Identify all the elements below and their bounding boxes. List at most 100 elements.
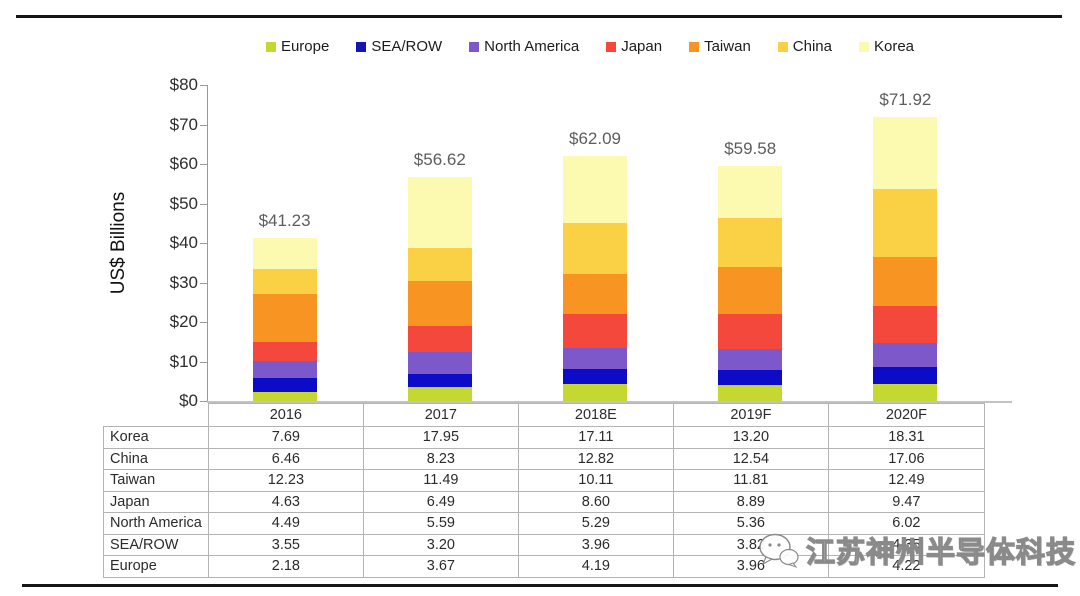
legend-label: North America xyxy=(484,38,580,55)
bar-segment-japan-2016 xyxy=(252,342,317,361)
bar-segment-china-2018e xyxy=(563,223,627,275)
x-axis-baseline xyxy=(207,401,1012,403)
bar-segment-korea-2016 xyxy=(252,238,317,269)
y-tick-mark xyxy=(200,85,207,86)
table-row-label: North America xyxy=(103,512,209,535)
legend-label: Japan xyxy=(621,38,663,55)
bar-total-label-2017: $56.62 xyxy=(413,150,466,170)
data-table: 2016 2017 2018E 2019F 2020F Korea 7.69 17.95 17.… xyxy=(103,403,985,578)
table-cell: 8.89 xyxy=(672,490,829,513)
bar-total-label-2018e: $62.09 xyxy=(569,128,621,148)
bar-segment-japan-2017 xyxy=(407,326,472,352)
table-row-taiwan: Taiwan 12.23 11.49 10.11 11.81 12.49 xyxy=(103,469,985,492)
bar-2019f xyxy=(718,165,783,401)
table-row-label: SEA/ROW xyxy=(103,533,209,556)
bottom-divider xyxy=(22,584,1058,587)
y-tick-label-40: $40 xyxy=(169,233,198,252)
bar-total-label-2020f: $71.92 xyxy=(879,89,932,109)
table-row-europe: Europe 2.18 3.67 4.19 3.96 4.22 xyxy=(103,555,985,578)
table-cell: 5.59 xyxy=(362,512,519,535)
y-tick-label-30: $30 xyxy=(169,272,198,292)
table-cell: 3.20 xyxy=(362,533,519,556)
bar-segment-sea-row-2017 xyxy=(407,373,472,387)
table-cell: 3.82 xyxy=(672,533,829,556)
bar-total-label-2016: $41.23 xyxy=(258,211,311,231)
bar-segment-sea-row-2020f xyxy=(873,367,938,385)
bar-segment-korea-2017 xyxy=(407,177,472,249)
legend-label: China xyxy=(792,38,832,55)
table-cell: 2.18 xyxy=(207,555,364,578)
table-row-label: Taiwan xyxy=(103,469,209,492)
table-cell: 3.67 xyxy=(362,555,519,578)
table-column-header-2018e: 2018E xyxy=(517,403,674,427)
legend-swatch-taiwan xyxy=(689,41,700,52)
table-cell: 4.19 xyxy=(517,555,674,578)
bar-segment-china-2016 xyxy=(252,268,317,295)
y-tick-label-0: $0 xyxy=(179,391,198,410)
y-tick-label-20: $20 xyxy=(169,312,198,331)
table-column-header-2017: 2017 xyxy=(362,403,519,427)
bar-segment-europe-2016 xyxy=(252,392,317,401)
table-cell: 4.49 xyxy=(207,512,364,535)
table-row-japan: Japan 4.63 6.49 8.60 8.89 9.47 xyxy=(103,490,985,513)
bar-segment-sea-row-2018e xyxy=(563,368,627,385)
bar-segment-north-america-2020f xyxy=(873,343,938,368)
bar-segment-japan-2019f xyxy=(718,313,783,350)
legend-swatch-sea-row xyxy=(356,41,367,52)
legend-label: Korea xyxy=(874,38,915,55)
bar-2016 xyxy=(252,238,317,401)
table-cell: 6.46 xyxy=(207,447,364,470)
legend-label: Europe xyxy=(280,38,330,55)
top-divider xyxy=(16,15,1062,18)
bar-segment-sea-row-2016 xyxy=(252,378,317,393)
legend-label: Taiwan xyxy=(704,38,751,55)
table-cell: 12.82 xyxy=(517,447,674,470)
table-cell: 13.20 xyxy=(672,426,829,449)
table-column-header-2020f: 2020F xyxy=(827,403,985,427)
bar-segment-north-america-2017 xyxy=(407,351,472,374)
y-tick-mark xyxy=(200,243,207,244)
y-tick-label-60: $60 xyxy=(169,154,198,173)
table-cell: 8.23 xyxy=(362,447,519,470)
bar-segment-europe-2019f xyxy=(718,385,783,401)
table-cell: 3.55 xyxy=(207,533,364,556)
table-cell: 12.54 xyxy=(672,447,829,470)
legend-swatch-korea xyxy=(859,41,869,52)
table-row-label: China xyxy=(103,447,209,470)
table-cell: 5.29 xyxy=(517,512,674,535)
y-tick-mark xyxy=(200,401,207,402)
table-row-label: Europe xyxy=(103,555,209,578)
bar-segment-europe-2017 xyxy=(407,386,472,401)
table-cell: 10.11 xyxy=(517,469,674,492)
table-cell: 17.11 xyxy=(517,426,674,449)
table-cell: 3.96 xyxy=(672,555,829,578)
table-row-china: China 6.46 8.23 12.82 12.54 17.06 xyxy=(103,447,985,470)
bar-segment-japan-2018e xyxy=(563,313,627,348)
legend-item-japan: Japan xyxy=(606,38,662,55)
y-tick-label-10: $10 xyxy=(169,351,198,371)
bar-segment-north-america-2016 xyxy=(252,360,317,379)
bar-2018e xyxy=(563,155,627,401)
bar-segment-taiwan-2020f xyxy=(873,256,938,306)
table-cell: 4.63 xyxy=(207,490,364,513)
table-cell: 11.81 xyxy=(672,469,829,492)
bar-segment-korea-2019f xyxy=(718,165,783,218)
bar-segment-korea-2020f xyxy=(873,116,938,190)
legend-item-north-america: North America xyxy=(469,38,579,55)
y-tick-label-70: $70 xyxy=(169,114,198,134)
bar-segment-north-america-2019f xyxy=(718,349,783,371)
table-row-label: Japan xyxy=(103,490,209,513)
table-corner-cell xyxy=(104,404,209,427)
bar-segment-sea-row-2019f xyxy=(718,370,783,386)
bar-segment-north-america-2018e xyxy=(563,347,627,369)
table-column-header-2016: 2016 xyxy=(207,403,364,427)
bar-segment-taiwan-2018e xyxy=(563,274,627,314)
y-tick-mark xyxy=(200,322,207,323)
legend-item-taiwan: Taiwan xyxy=(689,38,751,55)
bar-segment-taiwan-2019f xyxy=(718,267,783,314)
y-tick-mark xyxy=(200,361,207,363)
bar-2020f xyxy=(873,116,938,401)
table-cell: 4.22 xyxy=(827,555,985,578)
table-cell: 6.49 xyxy=(362,490,519,513)
